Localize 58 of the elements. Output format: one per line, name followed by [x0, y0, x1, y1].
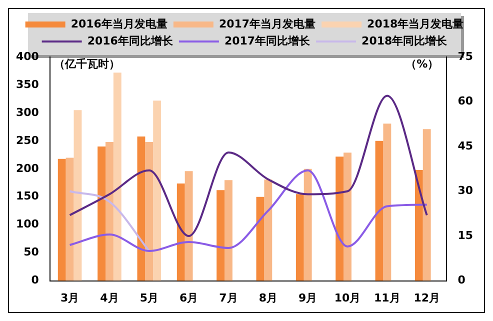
legend-label: 2016年当月发电量 [70, 17, 168, 30]
bar [66, 158, 74, 281]
legend-label: 2018年当月发电量 [367, 17, 464, 30]
x-tick-label: 7月 [219, 291, 238, 304]
x-tick-label: 9月 [298, 291, 318, 304]
legend-label: 2016年同比增长 [87, 34, 174, 48]
bar [336, 156, 344, 281]
bar [216, 190, 225, 281]
bar [74, 110, 82, 281]
legend-label: 2018年同比增长 [362, 34, 448, 48]
y-tick-label: 250 [16, 134, 40, 147]
x-tick-label: 11月 [374, 291, 400, 304]
bar [422, 129, 431, 281]
y2-tick-label: 15 [458, 228, 474, 242]
x-tick-label: 10月 [334, 291, 361, 304]
bar [296, 194, 304, 281]
x-tick-label: 4月 [100, 291, 119, 304]
bar [106, 142, 114, 281]
bar [375, 140, 384, 281]
y-tick-label: 400 [16, 50, 40, 63]
y-tick-label: 100 [16, 218, 40, 231]
bar [383, 124, 392, 281]
y2-tick-label: 30 [458, 184, 474, 198]
bar [137, 136, 146, 281]
y-tick-label: 50 [24, 246, 40, 259]
bar [98, 146, 106, 281]
bar [176, 183, 185, 281]
bar [344, 152, 352, 281]
x-tick-label: 5月 [140, 291, 158, 304]
bar [113, 72, 122, 281]
line-series [68, 169, 428, 252]
line-series [68, 94, 428, 238]
bar [256, 196, 264, 281]
y2-tick-label: 75 [458, 50, 474, 63]
y-tick-label: 0 [31, 274, 40, 287]
bar [414, 170, 423, 281]
bar [153, 100, 162, 281]
y2-axis-title: （%） [406, 57, 439, 70]
legend-label: 2017年当月发电量 [218, 17, 316, 30]
legend-label: 2017年同比增长 [224, 34, 312, 48]
bar [304, 168, 312, 281]
x-tick-label: 12月 [414, 291, 440, 304]
y-axis-title: （亿千瓦时） [54, 57, 120, 70]
bar [184, 171, 193, 281]
bar [145, 142, 154, 281]
y2-tick-label: 60 [458, 94, 474, 108]
x-tick-label: 6月 [179, 291, 198, 304]
bar [58, 158, 66, 281]
bar [264, 180, 272, 281]
y2-tick-label: 0 [458, 274, 466, 287]
y-tick-label: 200 [16, 162, 40, 175]
bar [224, 180, 232, 281]
y2-tick-label: 45 [458, 139, 474, 152]
y-tick-label: 300 [16, 106, 40, 119]
x-tick-label: 3月 [60, 291, 80, 304]
x-tick-label: 8月 [258, 291, 278, 304]
y-tick-label: 150 [16, 190, 40, 203]
y-tick-label: 350 [16, 78, 40, 91]
